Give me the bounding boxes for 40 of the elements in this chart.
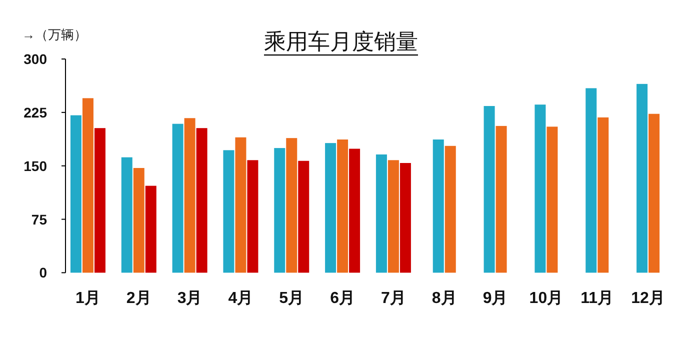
x-tick-label: 4月 [228,290,254,307]
bar [534,104,546,273]
y-axis-title: →（万辆） [22,27,87,42]
x-tick-label: 10月 [529,290,564,307]
x-tick-label: 3月 [177,290,202,307]
bar [121,157,132,273]
x-tick-label: 8月 [432,290,457,307]
bar [247,160,258,273]
bar [636,84,648,273]
x-tick-label: 2月 [126,290,152,307]
x-tick-label: 11月 [580,290,614,307]
x-tick-label: 5月 [279,290,304,307]
y-tick-label: 0 [39,264,48,281]
bar [184,118,196,273]
bar [349,148,360,273]
bar [496,126,507,273]
y-tick-label: 300 [24,51,48,67]
bar [196,128,208,273]
y-tick-label: 225 [24,104,48,120]
bar [586,88,597,273]
bar [133,168,144,273]
bar [70,115,82,273]
bar [145,186,156,273]
y-tick-label: 75 [31,211,48,228]
bar [648,114,660,273]
y-tick-label: 150 [24,158,48,174]
chart-title: 乘用车月度销量 [264,29,418,54]
x-tick-label: 9月 [482,290,508,307]
x-tick-label: 12月 [631,290,665,307]
x-tick-label: 1月 [76,290,100,307]
bar [546,126,558,273]
bar [82,98,94,273]
bar [223,150,234,273]
bar [484,106,495,273]
bar [298,160,310,273]
bar [235,137,246,273]
x-tick-label: 7月 [381,290,406,307]
x-tick-label: 6月 [330,290,355,307]
bar [598,117,609,273]
bar [172,124,184,273]
